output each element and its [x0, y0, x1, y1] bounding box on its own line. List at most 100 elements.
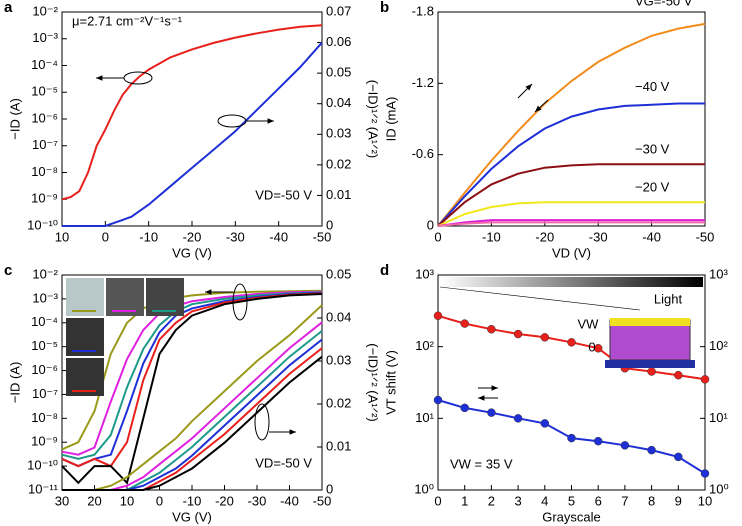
- x-tick-label: 9: [675, 493, 682, 508]
- data-line: [437, 221, 705, 227]
- annotation: 0: [588, 339, 595, 354]
- panel-label: c: [4, 262, 12, 279]
- y2-tick-label: 0: [326, 217, 333, 232]
- x-axis-title: VG (V): [172, 245, 212, 260]
- data-point: [540, 419, 550, 428]
- arrow-head: [289, 429, 296, 435]
- x-axis-title: VD (V): [552, 245, 591, 260]
- x-tick-label: -50: [696, 229, 715, 244]
- y2-axis-title: (−ID)¹ᐟ² (A¹ᐟ²): [366, 80, 381, 159]
- data-point: [433, 395, 443, 405]
- y2-tick-label: 0: [326, 481, 333, 496]
- data-line: [437, 22, 706, 227]
- y2-tick-label: 10⁰: [709, 481, 729, 496]
- data-point: [487, 408, 496, 417]
- x-axis-title: Grayscale: [542, 509, 601, 524]
- loop: [232, 283, 248, 321]
- y-tick-label: 10¹: [415, 410, 434, 425]
- grayscale-bar: [440, 277, 703, 287]
- x-tick-label: -50: [313, 229, 332, 244]
- inset-image: [66, 318, 104, 356]
- series-label: −30 V: [635, 142, 670, 157]
- data-line: [437, 201, 705, 227]
- annotation: μ=2.71 cm⁻²V⁻¹s⁻¹: [72, 13, 183, 28]
- y-tick-label: 10⁻⁸: [31, 164, 58, 179]
- x-tick-label: -10: [482, 229, 501, 244]
- series-label: −40 V: [635, 79, 670, 94]
- device-base: [605, 360, 695, 368]
- x-tick-label: -40: [642, 229, 661, 244]
- data-point: [433, 311, 443, 321]
- y-tick-label: -0.6: [412, 146, 434, 161]
- y-tick-label: 10⁻⁹: [31, 434, 58, 449]
- y-tick-label: 10⁻²: [32, 266, 58, 281]
- x-tick-label: -30: [248, 493, 267, 508]
- data-point: [460, 319, 469, 328]
- inset-image: [66, 358, 104, 396]
- loop: [254, 403, 270, 441]
- data-line: [62, 355, 323, 491]
- data-line: [437, 219, 705, 227]
- y-tick-label: 10⁻⁴: [31, 314, 58, 329]
- data-line: [61, 291, 323, 460]
- x-tick-label: 3: [514, 493, 521, 508]
- x-tick-label: 4: [541, 493, 548, 508]
- arrow-head: [535, 105, 542, 112]
- x-tick-label: -30: [589, 229, 608, 244]
- x-tick-label: 5: [568, 493, 575, 508]
- series-label: −20 V: [635, 180, 670, 195]
- y2-tick-label: 0.03: [326, 352, 351, 367]
- data-point: [487, 324, 496, 334]
- series-label: VG=-50 V: [635, 0, 693, 8]
- x-tick-label: -30: [226, 229, 245, 244]
- y2-tick-label: 0.04: [326, 95, 351, 110]
- arrow-head: [267, 118, 274, 124]
- y-tick-label: 10⁻⁶: [31, 110, 58, 125]
- y2-tick-label: 0.02: [326, 156, 351, 171]
- x-tick-label: -50: [313, 493, 332, 508]
- inset-image: [66, 278, 104, 316]
- arrow-head: [491, 385, 498, 391]
- arrow-head: [478, 395, 485, 401]
- data-point: [513, 329, 523, 339]
- x-tick-label: 6: [595, 493, 602, 508]
- plot-frame: [437, 11, 706, 227]
- device-layer: [610, 318, 690, 326]
- arrow-head: [205, 289, 212, 295]
- guide: [439, 286, 641, 311]
- annotation: VD=-50 V: [255, 455, 312, 470]
- y-tick-label: 10⁻⁴: [31, 57, 58, 72]
- y2-tick-label: 10¹: [709, 410, 728, 425]
- x-tick-label: 0: [434, 493, 441, 508]
- data-line: [437, 102, 705, 227]
- y-tick-label: 10⁻³: [32, 30, 58, 45]
- y2-tick-label: 0.01: [326, 187, 351, 202]
- y2-axis-title: (−ID)¹ᐟ² (A¹ᐟ²): [366, 343, 381, 422]
- x-tick-label: -10: [183, 493, 202, 508]
- data-point: [513, 414, 523, 423]
- y2-tick-label: 0.01: [326, 438, 351, 453]
- data-point: [674, 370, 683, 380]
- inset-image: [146, 278, 184, 316]
- data-point: [567, 338, 576, 347]
- x-tick-label: 7: [621, 493, 628, 508]
- y-axis-title: −ID (A): [7, 98, 22, 140]
- x-tick-label: -40: [269, 229, 288, 244]
- arrow-head: [525, 84, 532, 91]
- y2-tick-label: 10³: [709, 266, 728, 281]
- data-point: [593, 436, 603, 446]
- y-tick-label: 10⁻⁷: [32, 386, 58, 401]
- y2-tick-label: 0.03: [326, 126, 351, 141]
- y-tick-label: 10⁻¹¹: [28, 481, 59, 496]
- data-point: [593, 344, 603, 353]
- y-tick-label: 10⁻²: [32, 3, 58, 18]
- annotation: VD=-50 V: [255, 187, 312, 202]
- data-line: [62, 41, 323, 227]
- annotation: Light: [654, 291, 683, 306]
- x-tick-label: 30: [55, 493, 69, 508]
- x-tick-label: -20: [215, 493, 234, 508]
- data-point: [647, 367, 656, 376]
- y-tick-label: 10⁻⁵: [31, 84, 58, 99]
- y2-tick-label: 0.05: [326, 65, 351, 80]
- arrow-head: [96, 75, 103, 81]
